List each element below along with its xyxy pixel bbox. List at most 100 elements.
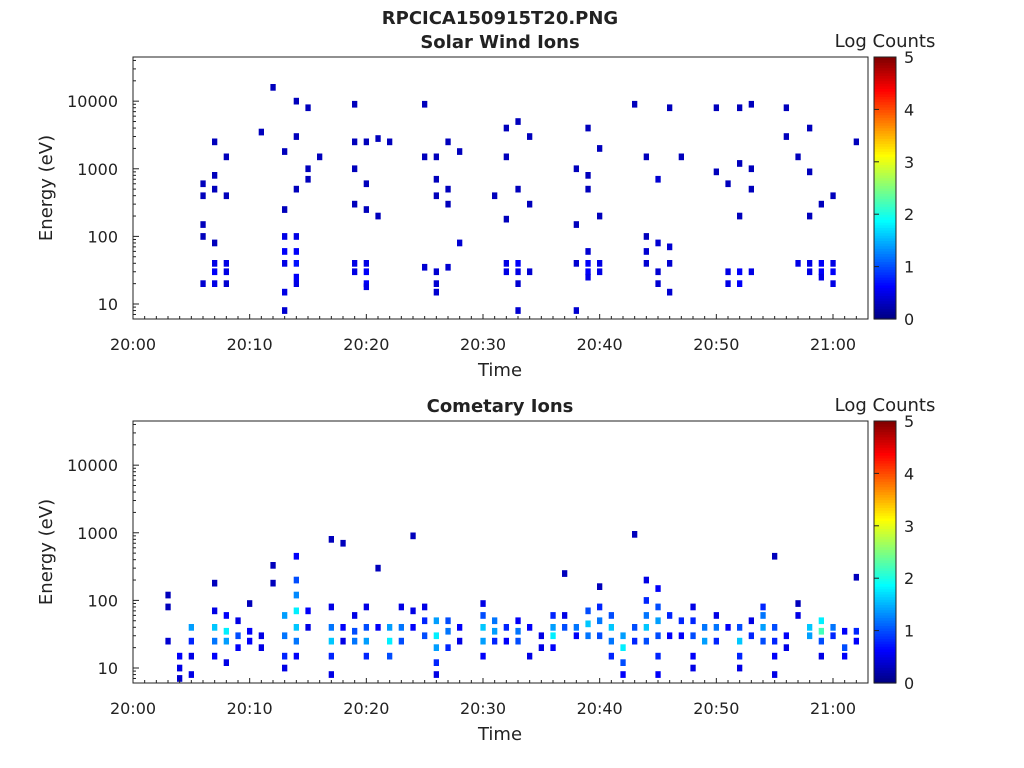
spectrogram-cell [352,138,358,146]
spectrogram-cell [515,260,521,267]
colorbar-swatch [874,441,896,446]
colorbar-swatch [874,164,896,168]
colorbar-swatch [874,646,896,650]
spectrogram-cell [585,260,591,267]
colorbar-tick-label: 5 [904,48,914,67]
spectrogram-cell [597,632,603,640]
colorbar-swatch [874,630,896,634]
spectrogram-cell [200,221,206,228]
spectrogram-cell [305,607,311,615]
colorbar-swatch [874,159,896,163]
spectrogram-cell [643,597,649,604]
spectrogram-cell [363,637,369,645]
spectrogram-cell [387,637,393,645]
spectrogram-cell [678,153,684,161]
spectrogram-cell [212,239,218,247]
colorbar-swatch [874,525,896,530]
spectrogram-cell [573,165,579,173]
spectrogram-cell [363,138,369,146]
spectrogram-cell [737,637,743,645]
colorbar-swatch [874,494,896,498]
spectrogram-cell [527,268,533,276]
spectrogram-cell [457,624,463,631]
colorbar-swatch [874,436,896,440]
colorbar-swatch [874,274,896,278]
spectrogram-cell [573,624,579,631]
colorbar-tick-label: 3 [904,517,914,536]
spectrogram-cell [818,637,824,645]
colorbar-swatch [874,279,896,283]
spectrogram-cell [795,260,801,267]
colorbar-swatch [874,298,896,302]
colorbar-swatch [874,132,896,137]
colorbar-swatch [874,146,896,150]
spectrogram-cell [608,637,614,645]
spectrogram-cell [293,185,299,193]
x-tick-label: 20:50 [693,699,739,718]
spectrogram-cell [772,671,778,678]
spectrogram-cell [352,165,358,173]
colorbar-swatch [874,245,896,249]
colorbar-swatch [874,104,896,108]
spectrogram-cell [270,84,276,91]
spectrogram-cell [655,671,661,678]
spectrogram-cell [737,104,743,112]
spectrogram-cell [643,248,649,255]
spectrogram-cell [433,632,439,640]
spectrogram-cell [737,268,743,276]
spectrogram-cell [515,280,521,287]
spectrogram-cell [212,624,218,631]
colorbar-swatch [874,303,896,307]
y-axis: 10 100 1000 10000 [67,59,139,320]
spectrogram-cell [433,288,439,296]
colorbar-swatch [874,457,896,461]
spectrogram-cell [293,233,299,240]
spectrogram-cell [282,148,288,155]
colorbar-swatch [874,607,896,611]
x-tick-label: 21:00 [810,699,856,718]
colorbar-swatch [874,591,896,595]
spectrogram-cell [328,536,334,543]
x-axis-label: Time [477,724,522,745]
spectrogram-cell [783,133,789,140]
spectrogram-cell [643,153,649,161]
spectrogram-cell [830,268,836,276]
spectrogram-cell [573,221,579,228]
x-axis: 20:00 20:10 20:20 20:30 20:40 20:50 21:00 [110,314,869,354]
spectrogram-cell [842,652,848,660]
spectrogram-cell [585,124,591,132]
colorbar-swatch [874,434,896,438]
spectrogram-cell [527,652,533,660]
spectrogram-cell [235,644,241,651]
spectrogram-cell [550,624,556,631]
colorbar-swatch [874,258,896,262]
spectrogram-cell [702,624,708,631]
spectrogram-cell [282,206,288,213]
spectrogram-cell [807,124,813,132]
spectrogram-cell [270,579,276,587]
colorbar-swatch [874,565,896,569]
colorbar-swatch [874,227,896,231]
spectrogram-cell [165,591,171,599]
colorbar-swatch [874,557,896,561]
spectrogram-cell [515,118,521,125]
spectrogram-cell [597,145,603,152]
spectrogram-cell [655,268,661,276]
spectrogram-cell [328,603,334,611]
colorbar-swatch [874,667,896,671]
spectrogram-cell [445,627,451,635]
spectrogram-cell [573,260,579,267]
colorbar-swatch [874,502,896,506]
spectrogram-cell [608,624,614,631]
spectrogram-cell [725,268,731,276]
spectrogram-cell [212,652,218,660]
spectrogram-cell [760,637,766,645]
spectrogram-cell [760,612,766,619]
y-axis-label: Energy (eV) [36,499,57,605]
spectrogram-cell [562,612,568,619]
spectrogram-cell [597,260,603,267]
spectrogram-cell [503,215,509,223]
colorbar-swatch [874,515,896,519]
colorbar-swatch [874,156,896,160]
colorbar-swatch [874,193,896,197]
